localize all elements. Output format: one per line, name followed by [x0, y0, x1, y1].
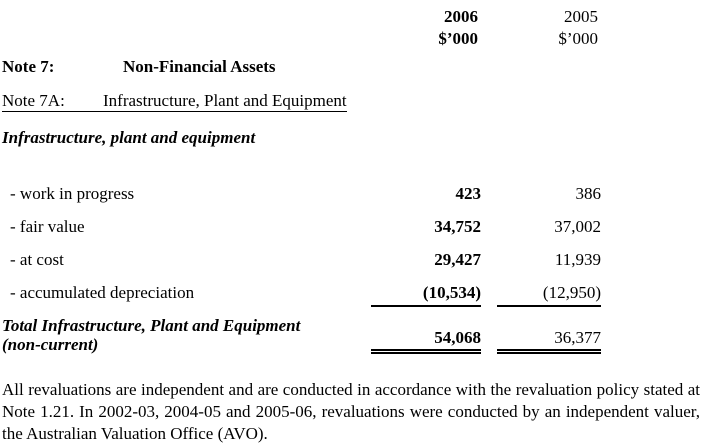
note7a-title: Infrastructure, Plant and Equipment: [103, 91, 347, 110]
column-header-unit-2005: $’000: [558, 29, 598, 48]
year-header-row: 2006 2005: [2, 7, 700, 26]
total-value-2006: 54,068: [371, 328, 481, 354]
total-label-line1: Total Infrastructure, Plant and Equipmen…: [2, 316, 301, 335]
column-header-year-2006: 2006: [444, 7, 478, 26]
value-2006: (10,534): [371, 283, 481, 307]
column-header-year-2005: 2005: [564, 7, 598, 26]
value-2005: 11,939: [554, 250, 601, 269]
total-value-2005: 36,377: [497, 328, 601, 354]
table-row-accumulated-depreciation: - accumulated depreciation (10,534) (12,…: [2, 283, 700, 307]
row-label: - accumulated depreciation: [10, 283, 195, 302]
row-label: - at cost: [10, 250, 64, 269]
table-row-at-cost: - at cost 29,427 11,939: [2, 250, 700, 269]
value-2006: 29,427: [434, 250, 481, 269]
note7-label: Note 7:: [2, 57, 55, 76]
table-row-fair-value: - fair value 34,752 37,002: [2, 217, 700, 236]
value-2005: 386: [575, 184, 602, 203]
note7a-underlined-text: Note 7A: Infrastructure, Plant and Equipm…: [2, 91, 347, 112]
column-header-unit-2006: $’000: [438, 29, 478, 48]
note7-heading: Note 7: Non-Financial Assets: [2, 57, 700, 76]
note7-title: Non-Financial Assets: [123, 57, 276, 76]
total-label: Total Infrastructure, Plant and Equipmen…: [2, 316, 371, 354]
revaluation-footnote-paragraph: All revaluations are independent and are…: [2, 380, 700, 443]
section-heading: Infrastructure, plant and equipment: [2, 128, 256, 147]
note7a-heading: Note 7A: Infrastructure, Plant and Equipm…: [2, 91, 700, 112]
row-label: - work in progress: [10, 184, 135, 203]
table-row-work-in-progress: - work in progress 423 386: [2, 184, 700, 203]
table-row-total: Total Infrastructure, Plant and Equipmen…: [2, 316, 700, 354]
row-label: - fair value: [10, 217, 85, 236]
note7a-label: Note 7A:: [2, 91, 65, 110]
unit-header-row: $’000 $’000: [2, 29, 700, 48]
value-2005: 37,002: [554, 217, 601, 236]
value-2006: 423: [455, 184, 482, 203]
value-2006: 34,752: [434, 217, 481, 236]
total-label-line2: (non-current): [2, 335, 99, 354]
value-2005: (12,950): [497, 283, 601, 307]
